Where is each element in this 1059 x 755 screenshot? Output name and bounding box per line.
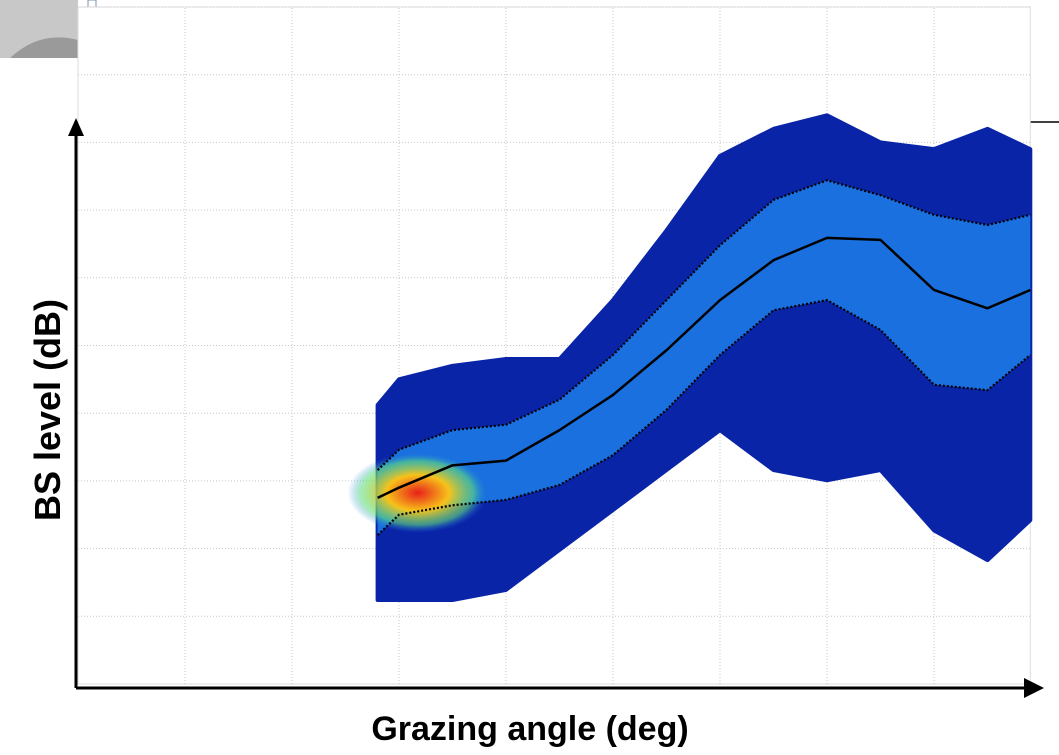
x-axis-arrow xyxy=(1024,678,1044,698)
thumbnail-shade xyxy=(0,0,78,58)
y-axis-arrow xyxy=(68,118,84,136)
hot-spot xyxy=(347,452,488,533)
y-axis-label: BS level (dB) xyxy=(27,299,68,521)
cloud-core xyxy=(377,180,1031,536)
x-axis-label: Grazing angle (deg) xyxy=(371,710,688,748)
series-line xyxy=(376,179,1031,471)
series-line xyxy=(376,299,1031,536)
plot-marks xyxy=(347,113,1033,603)
series-line xyxy=(377,236,1031,499)
